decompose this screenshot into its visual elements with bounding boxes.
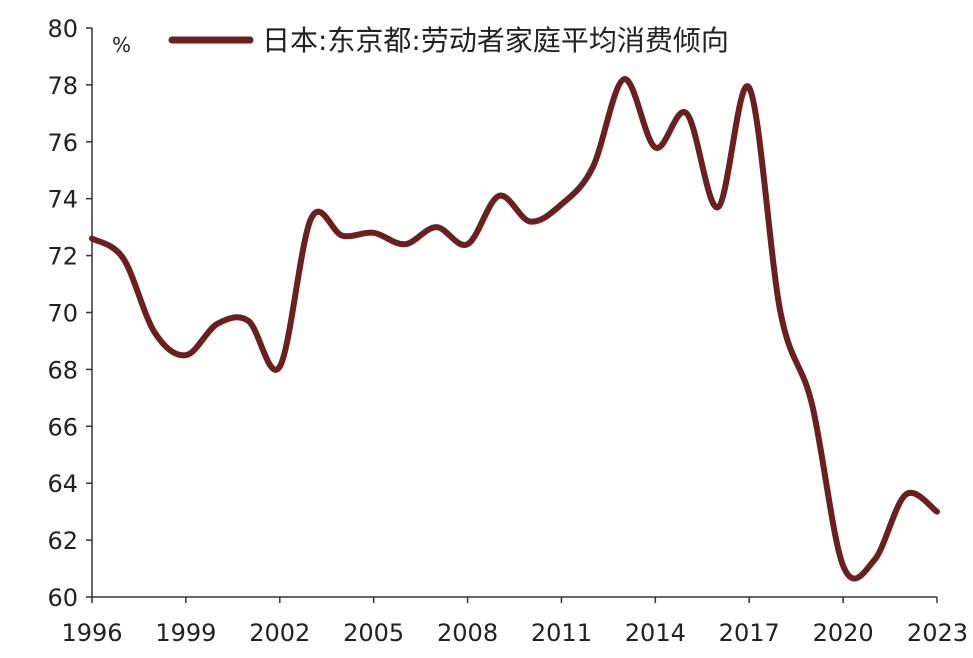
y-tick-label: 66	[47, 413, 78, 441]
y-tick-label: 72	[47, 243, 78, 271]
series-line	[89, 76, 940, 582]
y-ticks: 60 62 64 66 68 70 72 74 76 78 80	[47, 15, 92, 612]
y-unit-label: %	[112, 33, 131, 57]
y-tick-label: 78	[47, 72, 78, 100]
x-tick-label: 2005	[343, 619, 404, 647]
axes	[91, 28, 937, 598]
y-tick-label: 60	[47, 584, 78, 612]
x-tick-label: 1999	[155, 619, 216, 647]
y-tick-label: 80	[47, 15, 78, 43]
x-tick-label: 2014	[625, 619, 686, 647]
y-tick-label: 62	[47, 527, 78, 555]
x-tick-label: 2011	[531, 619, 592, 647]
x-tick-label: 2008	[437, 619, 498, 647]
legend-label: 日本:东京都:劳动者家庭平均消费倾向	[262, 24, 729, 57]
x-tick-label: 2023	[907, 619, 968, 647]
series	[89, 76, 940, 582]
x-tick-label: 2002	[249, 619, 310, 647]
x-tick-label: 2017	[719, 619, 780, 647]
y-tick-label: 64	[47, 470, 78, 498]
x-tick-label: 1996	[61, 619, 122, 647]
y-tick-label: 74	[47, 186, 78, 214]
x-ticks: 1996 1999 2002 2005 2008 2011 2014 2017 2020 2023	[61, 597, 968, 647]
y-tick-label: 68	[47, 356, 78, 384]
x-tick-label: 2020	[813, 619, 874, 647]
y-tick-label: 70	[47, 300, 78, 328]
legend: 日本:东京都:劳动者家庭平均消费倾向	[168, 24, 729, 57]
y-tick-label: 76	[47, 129, 78, 157]
